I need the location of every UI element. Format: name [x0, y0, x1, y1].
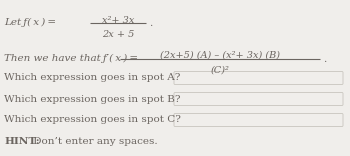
FancyBboxPatch shape: [174, 114, 343, 127]
Text: Which expression goes in spot A?: Which expression goes in spot A?: [4, 73, 180, 83]
Text: Then we have that ƒ′( x ) =: Then we have that ƒ′( x ) =: [4, 54, 138, 63]
Text: Which expression goes in spot C?: Which expression goes in spot C?: [4, 115, 181, 124]
Text: x²+ 3x: x²+ 3x: [102, 16, 134, 25]
Text: Don’t enter any spaces.: Don’t enter any spaces.: [30, 137, 158, 146]
Text: (C)²: (C)²: [211, 66, 230, 75]
Text: 2x + 5: 2x + 5: [102, 30, 134, 39]
Text: (2x+5) (A) – (x²+ 3x) (B): (2x+5) (A) – (x²+ 3x) (B): [160, 51, 280, 60]
FancyBboxPatch shape: [174, 93, 343, 105]
FancyBboxPatch shape: [174, 71, 343, 85]
Text: .: .: [323, 54, 326, 63]
Text: Which expression goes in spot B?: Which expression goes in spot B?: [4, 95, 181, 103]
Text: .: .: [149, 19, 152, 27]
Text: HINT:: HINT:: [4, 137, 40, 146]
Text: Let ƒ( x ) =: Let ƒ( x ) =: [4, 17, 56, 27]
